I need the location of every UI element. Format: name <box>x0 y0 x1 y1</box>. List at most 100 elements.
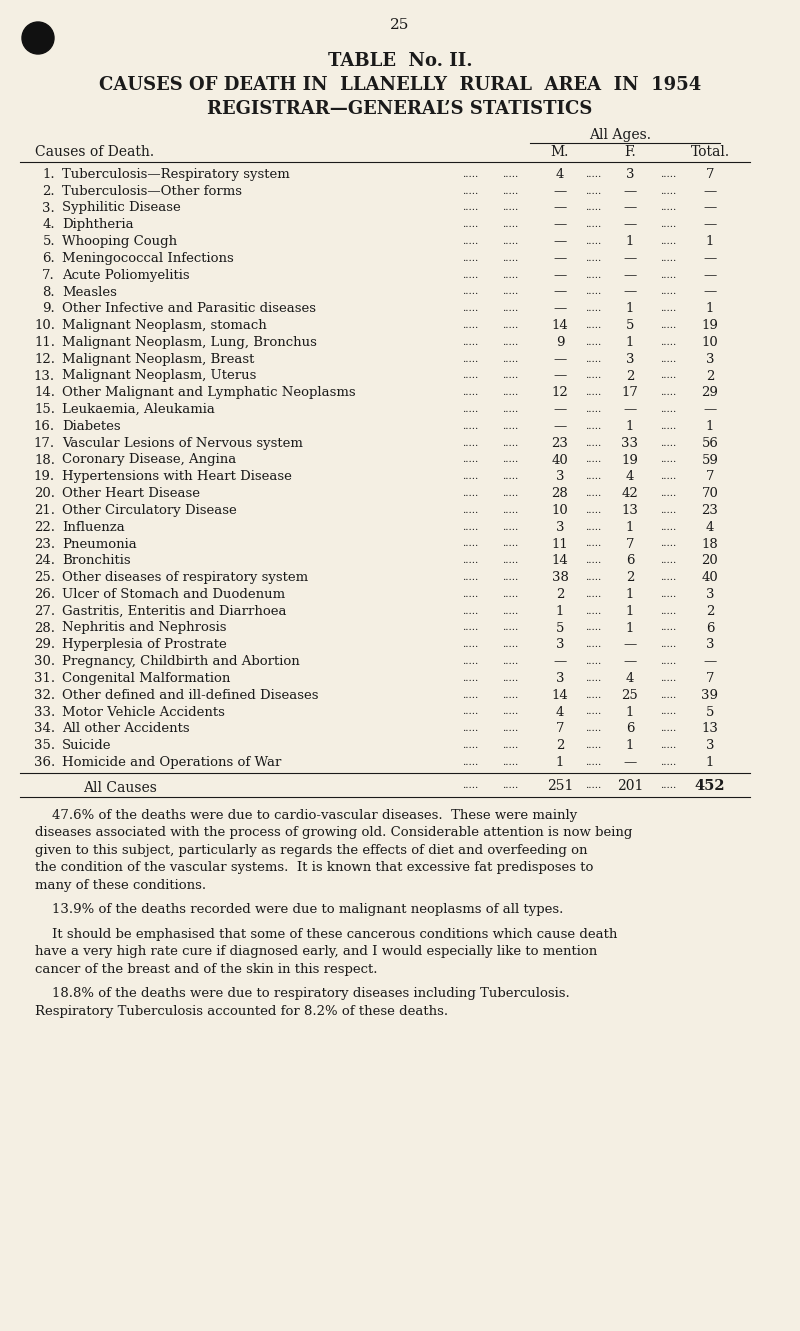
Text: .....: ..... <box>585 439 601 447</box>
Text: .....: ..... <box>462 590 478 599</box>
Text: 1: 1 <box>626 419 634 433</box>
Text: 13: 13 <box>702 723 718 735</box>
Text: 23.: 23. <box>34 538 55 551</box>
Text: 25.: 25. <box>34 571 55 584</box>
Text: 27.: 27. <box>34 604 55 618</box>
Text: —: — <box>623 185 637 198</box>
Text: 8.: 8. <box>42 286 55 298</box>
Text: Influenza: Influenza <box>62 520 125 534</box>
Text: Congenital Malformation: Congenital Malformation <box>62 672 230 685</box>
Text: —: — <box>703 201 717 214</box>
Text: .....: ..... <box>585 338 601 347</box>
Text: .....: ..... <box>660 640 676 650</box>
Text: .....: ..... <box>585 270 601 280</box>
Text: 13.: 13. <box>34 370 55 382</box>
Text: .....: ..... <box>502 506 518 515</box>
Text: All Causes: All Causes <box>83 781 157 795</box>
Text: 14: 14 <box>552 688 568 701</box>
Text: 40: 40 <box>702 571 718 584</box>
Text: 4.: 4. <box>42 218 55 232</box>
Text: 7.: 7. <box>42 269 55 282</box>
Text: Coronary Disease, Angina: Coronary Disease, Angina <box>62 454 236 466</box>
Text: 3: 3 <box>556 520 564 534</box>
Text: 31.: 31. <box>34 672 55 685</box>
Text: Hyperplesia of Prostrate: Hyperplesia of Prostrate <box>62 639 226 651</box>
Text: the condition of the vascular systems.  It is known that excessive fat predispos: the condition of the vascular systems. I… <box>35 861 594 874</box>
Text: Pneumonia: Pneumonia <box>62 538 137 551</box>
Text: 39: 39 <box>702 688 718 701</box>
Text: .....: ..... <box>502 338 518 347</box>
Text: —: — <box>554 185 566 198</box>
Text: 1: 1 <box>706 302 714 315</box>
Text: 2: 2 <box>706 604 714 618</box>
Text: .....: ..... <box>502 422 518 431</box>
Text: 34.: 34. <box>34 723 55 735</box>
Text: .....: ..... <box>502 254 518 264</box>
Text: .....: ..... <box>585 539 601 548</box>
Text: .....: ..... <box>660 506 676 515</box>
Text: It should be emphasised that some of these cancerous conditions which cause deat: It should be emphasised that some of the… <box>35 928 618 941</box>
Text: .....: ..... <box>660 455 676 465</box>
Text: —: — <box>703 185 717 198</box>
Text: .....: ..... <box>462 623 478 632</box>
Text: Causes of Death.: Causes of Death. <box>35 145 154 158</box>
Text: Measles: Measles <box>62 286 117 298</box>
Text: .....: ..... <box>462 204 478 213</box>
Text: .....: ..... <box>585 757 601 767</box>
Text: 23: 23 <box>702 504 718 516</box>
Text: 3: 3 <box>706 739 714 752</box>
Text: 7: 7 <box>706 672 714 685</box>
Text: 19.: 19. <box>34 470 55 483</box>
Text: .....: ..... <box>502 186 518 196</box>
Text: —: — <box>623 639 637 651</box>
Text: —: — <box>554 353 566 366</box>
Text: have a very high rate cure if diagnosed early, and I would especially like to me: have a very high rate cure if diagnosed … <box>35 945 598 958</box>
Text: 1: 1 <box>626 604 634 618</box>
Text: .....: ..... <box>462 237 478 246</box>
Text: .....: ..... <box>585 523 601 531</box>
Text: 35.: 35. <box>34 739 55 752</box>
Text: —: — <box>703 269 717 282</box>
Text: 24.: 24. <box>34 554 55 567</box>
Text: 33.: 33. <box>34 705 55 719</box>
Text: 5.: 5. <box>42 236 55 248</box>
Text: —: — <box>623 252 637 265</box>
Text: 2: 2 <box>706 370 714 382</box>
Text: —: — <box>623 655 637 668</box>
Text: —: — <box>554 370 566 382</box>
Text: .....: ..... <box>502 658 518 666</box>
Text: Syphilitic Disease: Syphilitic Disease <box>62 201 181 214</box>
Text: 28.: 28. <box>34 622 55 635</box>
Text: Other diseases of respiratory system: Other diseases of respiratory system <box>62 571 308 584</box>
Text: 3: 3 <box>626 168 634 181</box>
Text: 19: 19 <box>702 319 718 333</box>
Text: .....: ..... <box>502 204 518 213</box>
Text: .....: ..... <box>462 321 478 330</box>
Text: 32.: 32. <box>34 688 55 701</box>
Text: .....: ..... <box>462 724 478 733</box>
Text: 9: 9 <box>556 335 564 349</box>
Text: Respiratory Tuberculosis accounted for 8.2% of these deaths.: Respiratory Tuberculosis accounted for 8… <box>35 1005 448 1018</box>
Text: 13.9% of the deaths recorded were due to malignant neoplasms of all types.: 13.9% of the deaths recorded were due to… <box>35 904 563 916</box>
Text: Acute Poliomyelitis: Acute Poliomyelitis <box>62 269 190 282</box>
Text: .....: ..... <box>660 658 676 666</box>
Text: .....: ..... <box>585 389 601 397</box>
Text: .....: ..... <box>585 556 601 566</box>
Text: 13: 13 <box>622 504 638 516</box>
Text: 1: 1 <box>626 739 634 752</box>
Text: .....: ..... <box>585 658 601 666</box>
Text: .....: ..... <box>585 287 601 297</box>
Text: .....: ..... <box>462 305 478 313</box>
Text: 1: 1 <box>706 756 714 769</box>
Text: 1: 1 <box>626 705 634 719</box>
Text: 10: 10 <box>552 504 568 516</box>
Text: 4: 4 <box>706 520 714 534</box>
Text: .....: ..... <box>502 488 518 498</box>
Text: .....: ..... <box>585 422 601 431</box>
Text: Other Heart Disease: Other Heart Disease <box>62 487 200 500</box>
Text: .....: ..... <box>502 708 518 716</box>
Text: .....: ..... <box>585 321 601 330</box>
Text: .....: ..... <box>502 455 518 465</box>
Text: .....: ..... <box>585 405 601 414</box>
Text: 11.: 11. <box>34 335 55 349</box>
